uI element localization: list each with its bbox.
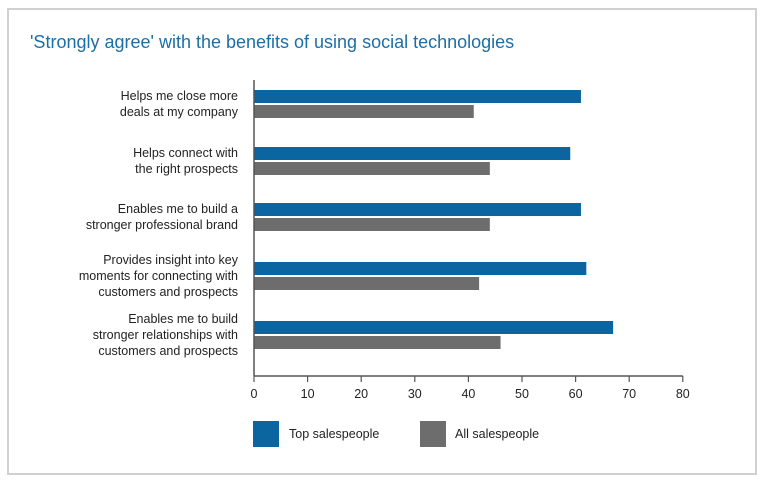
bar-top-salespeople-5 xyxy=(254,321,614,334)
x-tick-label-70: 70 xyxy=(622,387,636,401)
category-label-1: Helps me close more deals at my company xyxy=(120,88,238,120)
bar-top-salespeople-4 xyxy=(254,262,587,275)
x-tick-label-80: 80 xyxy=(676,387,690,401)
legend-swatch-top-salespeople xyxy=(253,421,279,447)
chart-frame xyxy=(7,8,757,475)
bar-top-salespeople-1 xyxy=(254,90,581,103)
category-label-line: customers and prospects xyxy=(98,344,238,358)
category-label-line: stronger relationships with xyxy=(92,328,238,342)
x-tick-label-40: 40 xyxy=(461,387,475,401)
bar-all-salespeople-5 xyxy=(254,336,501,349)
category-label-4: Provides insight into key moments for con… xyxy=(79,252,238,300)
x-tick-label-20: 20 xyxy=(354,387,368,401)
category-label-line: moments for connecting with xyxy=(78,269,238,283)
bar-all-salespeople-1 xyxy=(254,105,474,118)
bar-top-salespeople-3 xyxy=(254,203,581,216)
legend-swatch-all-salespeople xyxy=(420,421,446,447)
category-label-line: Helps me close more xyxy=(120,89,238,103)
category-label-line: Enables me to build a xyxy=(117,202,238,216)
chart-title: 'Strongly agree' with the benefits of us… xyxy=(30,32,515,52)
category-label-5: Enables me to build stronger relationship… xyxy=(93,311,238,359)
x-tick-label-0: 0 xyxy=(251,387,258,401)
bar-top-salespeople-2 xyxy=(254,147,571,160)
category-label-line: customers and prospects xyxy=(98,285,238,299)
bar-all-salespeople-2 xyxy=(254,162,490,175)
x-tick-label-30: 30 xyxy=(408,387,422,401)
x-tick-label-10: 10 xyxy=(301,387,315,401)
category-label-line: deals at my company xyxy=(119,105,238,119)
category-label-line: Helps connect with xyxy=(133,146,238,160)
category-label-line: stronger professional brand xyxy=(85,218,238,232)
bar-all-salespeople-4 xyxy=(254,277,480,290)
x-tick-label-50: 50 xyxy=(515,387,529,401)
legend-label-top-salespeople: Top salespeople xyxy=(289,427,380,441)
category-label-2: Helps connect with the right prospects xyxy=(133,145,238,177)
category-label-line: Enables me to build xyxy=(128,312,238,326)
legend-label-all-salespeople: All salespeople xyxy=(455,427,540,441)
bar-all-salespeople-3 xyxy=(254,218,490,231)
category-label-line: Provides insight into key xyxy=(103,253,238,267)
category-label-line: the right prospects xyxy=(135,162,238,176)
category-label-3: Enables me to build a stronger profession… xyxy=(86,201,238,233)
x-tick-label-60: 60 xyxy=(569,387,583,401)
